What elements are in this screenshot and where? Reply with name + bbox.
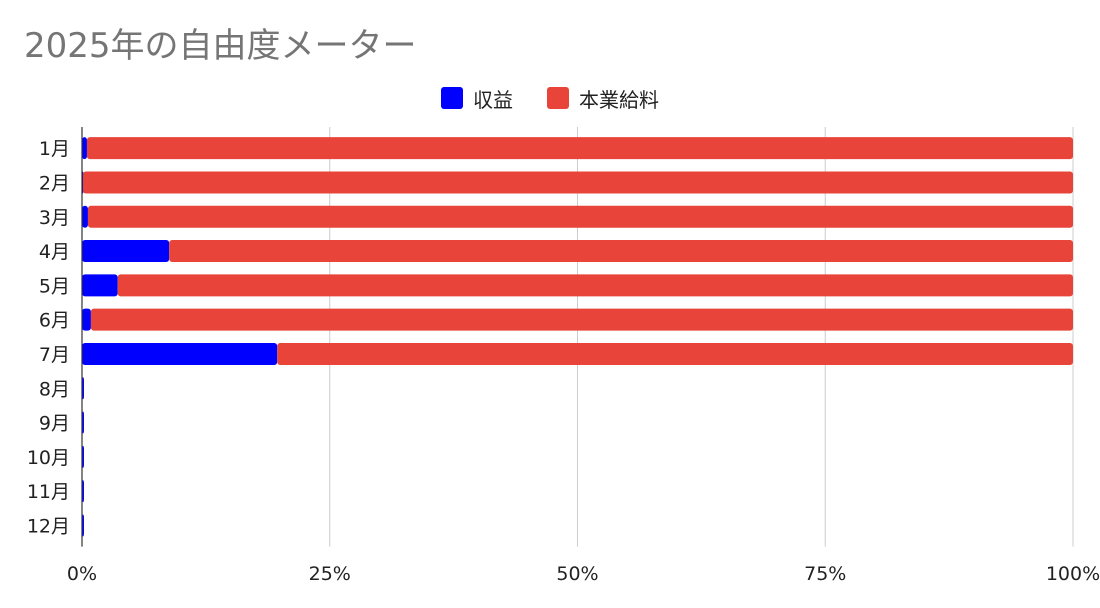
legend: 収益 本業給料 — [0, 84, 1100, 112]
y-tick-label: 3月 — [39, 207, 70, 229]
bar-revenue — [82, 137, 87, 160]
legend-swatch — [547, 87, 569, 109]
x-tick-label: 75% — [804, 563, 846, 585]
y-tick-label: 8月 — [39, 378, 70, 400]
bar-revenue — [82, 240, 170, 263]
chart-title: 2025年の自由度メーター — [24, 26, 417, 66]
y-tick-label: 2月 — [39, 172, 70, 194]
x-tick-label: 50% — [556, 563, 598, 585]
y-tick-label: 11月 — [27, 481, 70, 503]
bar-salary — [87, 205, 1074, 228]
bar-salary — [86, 137, 1073, 160]
x-tick-label: 0% — [67, 563, 97, 585]
y-tick-label: 6月 — [39, 310, 70, 332]
y-tick-label: 5月 — [39, 275, 70, 297]
y-tick-label: 1月 — [39, 138, 70, 160]
legend-swatch — [441, 87, 463, 109]
legend-item: 本業給料 — [547, 84, 659, 113]
y-tick-label: 10月 — [27, 447, 70, 469]
bar-salary — [82, 171, 1074, 194]
x-tick-label: 100% — [1046, 563, 1100, 585]
x-tick-label: 25% — [309, 563, 351, 585]
bar-revenue — [82, 308, 91, 331]
bar-salary — [277, 342, 1073, 365]
bar-salary — [117, 274, 1073, 297]
y-tick-label: 7月 — [39, 344, 70, 366]
legend-label: 本業給料 — [579, 87, 659, 112]
bar-revenue — [82, 205, 88, 228]
y-tick-label: 4月 — [39, 241, 70, 263]
bar-salary — [169, 240, 1073, 263]
y-tick-label: 12月 — [27, 515, 70, 537]
legend-item: 収益 — [441, 84, 513, 113]
bar-revenue — [82, 342, 278, 365]
y-tick-label: 9月 — [39, 413, 70, 435]
bar-salary — [90, 308, 1073, 331]
bar-revenue — [82, 274, 118, 297]
legend-label: 収益 — [473, 87, 513, 112]
